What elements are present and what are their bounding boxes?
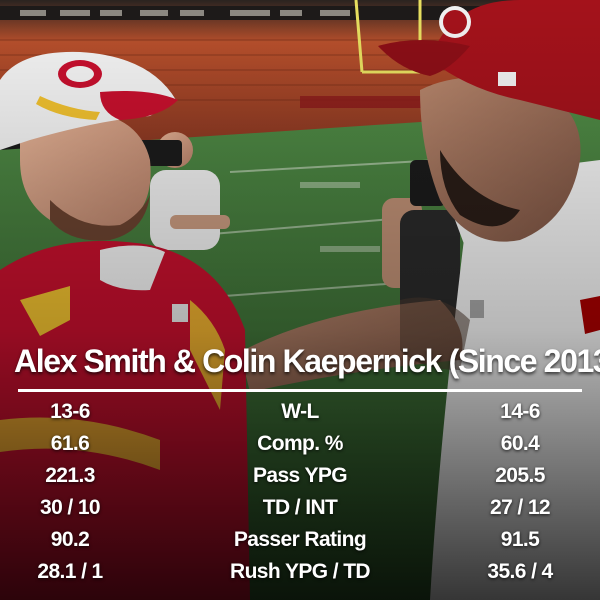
kaepernick-value: 14-6	[500, 400, 540, 423]
kaepernick-value: 60.4	[500, 432, 540, 455]
stat-label: Passer Rating	[233, 528, 367, 551]
stat-row-pass-ypg: 221.3 Pass YPG 205.5	[0, 460, 600, 492]
smith-value: 61.6	[50, 432, 90, 455]
kaepernick-value: 27 / 12	[489, 496, 551, 519]
kaepernick-value: 205.5	[495, 464, 545, 487]
kaepernick-value: 91.5	[500, 528, 540, 551]
smith-value: 221.3	[45, 464, 95, 487]
smith-value: 28.1 / 1	[37, 560, 103, 583]
stat-row-rush-ypg-td: 28.1 / 1 Rush YPG / TD 35.6 / 4	[0, 556, 600, 588]
stat-label: TD / INT	[262, 496, 338, 519]
kaepernick-value: 35.6 / 4	[487, 560, 553, 583]
smith-value: 90.2	[50, 528, 90, 551]
stat-label: Comp. %	[257, 432, 343, 455]
page-title: Alex Smith & Colin Kaepernick (Since 201…	[14, 343, 600, 379]
stat-label: Pass YPG	[252, 464, 348, 487]
smith-value: 13-6	[50, 400, 90, 423]
smith-value: 30 / 10	[39, 496, 101, 519]
stat-row-td-int: 30 / 10 TD / INT 27 / 12	[0, 492, 600, 524]
stat-row-comp-pct: 61.6 Comp. % 60.4	[0, 428, 600, 460]
stat-label: Rush YPG / TD	[230, 560, 371, 583]
stat-row-passer-rating: 90.2 Passer Rating 91.5	[0, 524, 600, 556]
stat-label: W-L	[281, 400, 319, 423]
title-underline	[18, 389, 582, 392]
stat-row-w-l: 13-6 W-L 14-6	[0, 396, 600, 428]
